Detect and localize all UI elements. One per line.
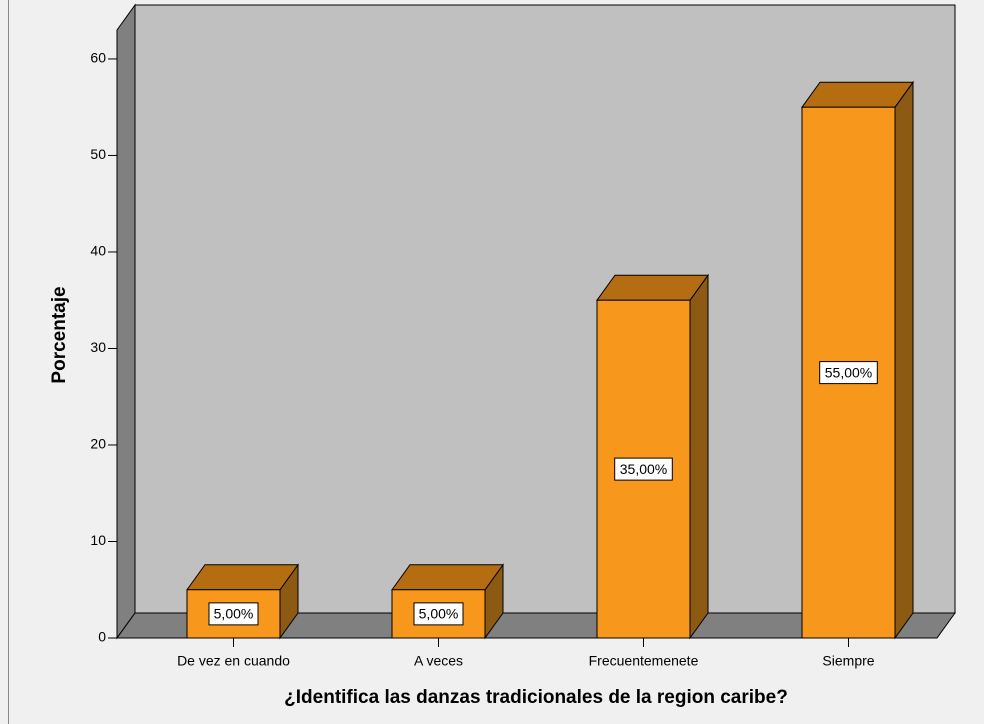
x-tick-label: A veces	[414, 653, 463, 669]
x-tick-label: De vez en cuando	[177, 653, 290, 669]
bar-top	[596, 274, 709, 301]
value-label-box	[208, 602, 259, 626]
y-tick-label: 0	[98, 629, 106, 645]
y-tick-label: 20	[90, 436, 106, 452]
bar-top	[186, 564, 299, 591]
plot-walls	[116, 3, 956, 640]
value-label-box	[819, 361, 878, 385]
y-tick-label: 50	[90, 146, 106, 162]
bar-top	[391, 564, 504, 591]
y-tick-label: 60	[90, 50, 106, 66]
x-tick-label: Frecuentemenete	[589, 653, 699, 669]
x-tick-label: Siempre	[822, 653, 874, 669]
y-tick-label: 10	[90, 532, 106, 548]
bar-side	[894, 80, 914, 640]
x-axis-title: ¿Identifica las danzas tradicionales de …	[284, 687, 788, 708]
value-label: 5,00%	[419, 606, 459, 622]
bar-top	[801, 81, 914, 108]
value-label-box	[413, 602, 464, 626]
value-label: 35,00%	[620, 461, 667, 477]
y-axis-title: Porcentaje	[49, 286, 70, 383]
y-tick-label: 30	[90, 339, 106, 355]
value-label-box	[614, 457, 673, 481]
y-tick-label: 40	[90, 243, 106, 259]
value-label: 5,00%	[214, 606, 254, 622]
value-label: 55,00%	[825, 364, 872, 380]
left-wall	[116, 3, 136, 640]
bar-side	[689, 273, 709, 640]
